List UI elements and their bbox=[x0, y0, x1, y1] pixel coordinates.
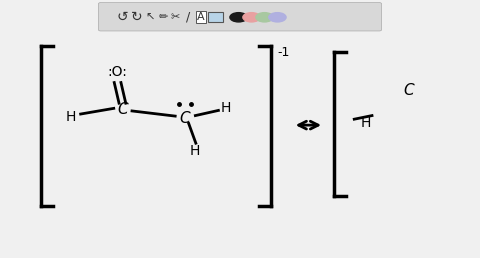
Text: H: H bbox=[189, 144, 200, 158]
Text: ↻: ↻ bbox=[131, 10, 143, 24]
Text: ✂: ✂ bbox=[171, 12, 180, 22]
Text: C: C bbox=[180, 111, 190, 126]
Text: /: / bbox=[186, 11, 190, 24]
Text: ↺: ↺ bbox=[117, 10, 128, 24]
Circle shape bbox=[230, 13, 247, 22]
Text: C: C bbox=[117, 102, 128, 117]
Text: H: H bbox=[220, 101, 231, 115]
Text: -1: -1 bbox=[277, 46, 290, 59]
Text: H: H bbox=[66, 110, 76, 124]
FancyBboxPatch shape bbox=[98, 3, 382, 31]
Circle shape bbox=[256, 13, 273, 22]
Circle shape bbox=[243, 13, 260, 22]
Text: ✏: ✏ bbox=[158, 12, 168, 22]
Text: ↖: ↖ bbox=[145, 12, 155, 22]
Circle shape bbox=[269, 13, 286, 22]
Text: :O:: :O: bbox=[108, 65, 128, 79]
Text: H: H bbox=[360, 116, 371, 130]
Text: C: C bbox=[404, 83, 414, 98]
Text: A: A bbox=[197, 12, 205, 22]
FancyBboxPatch shape bbox=[208, 12, 223, 22]
